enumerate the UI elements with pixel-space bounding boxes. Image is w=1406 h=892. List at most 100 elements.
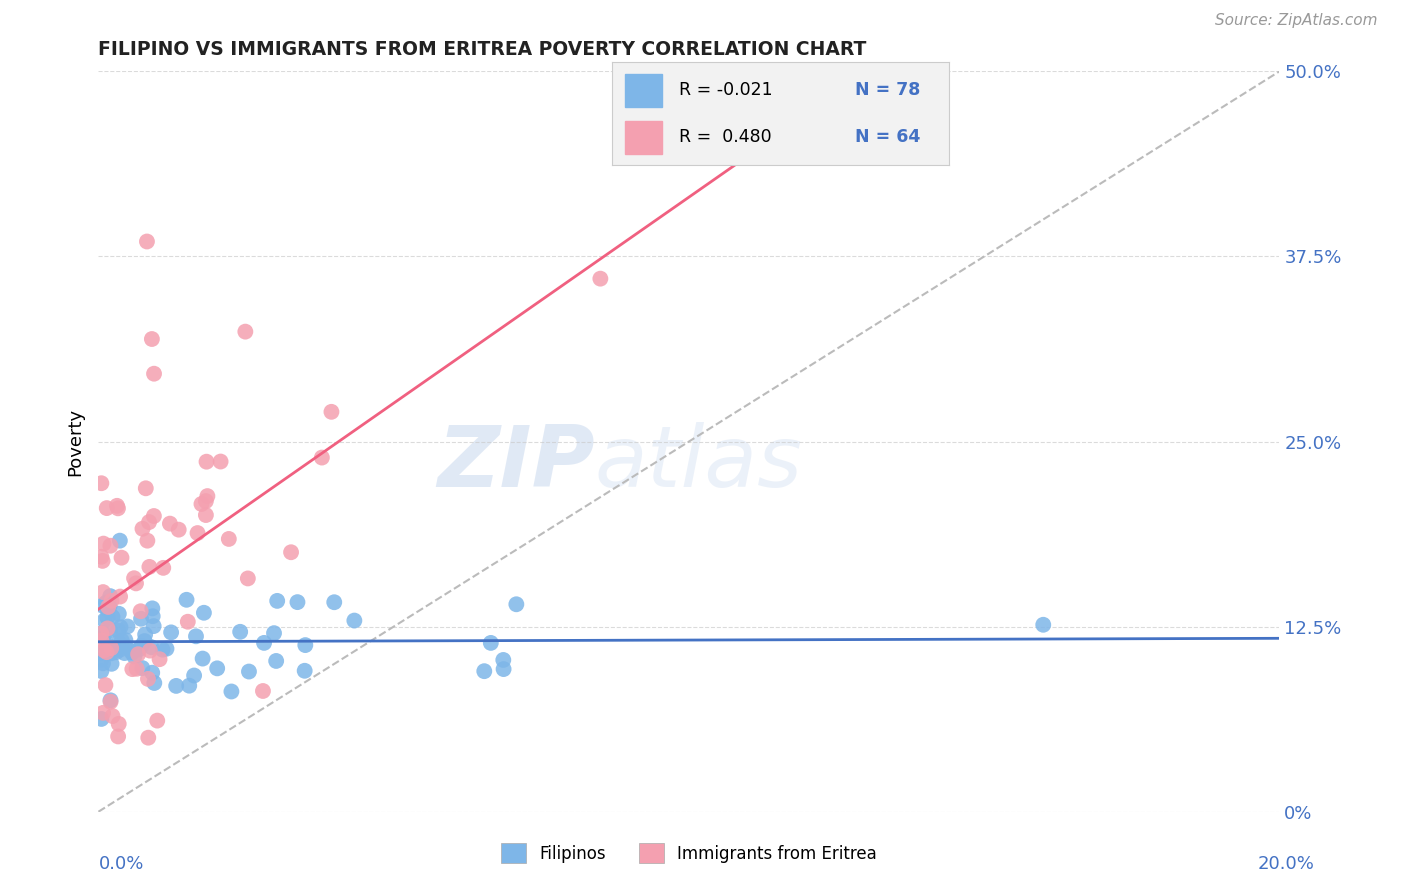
Point	[96, 602, 118, 616]
Point	[111, 633, 134, 648]
Point	[90, 712, 112, 726]
Point	[100, 594, 122, 608]
Point	[121, 662, 143, 676]
Point	[139, 643, 162, 657]
Text: R = -0.021: R = -0.021	[679, 81, 773, 99]
Point	[138, 560, 160, 574]
Point	[91, 625, 114, 640]
Point	[96, 501, 118, 516]
Point	[117, 619, 139, 633]
Point	[190, 497, 212, 511]
Text: atlas: atlas	[595, 422, 803, 505]
Point	[107, 717, 129, 731]
Point	[194, 508, 217, 522]
Text: ZIP: ZIP	[437, 422, 595, 505]
Point	[107, 501, 129, 516]
Point	[187, 526, 209, 541]
Point	[141, 601, 163, 615]
Point	[266, 594, 288, 608]
Point	[115, 640, 138, 654]
Point	[152, 642, 174, 657]
Point	[229, 624, 252, 639]
Point	[129, 604, 152, 618]
Point	[323, 595, 346, 609]
Point	[136, 731, 159, 745]
Text: R =  0.480: R = 0.480	[679, 128, 772, 146]
Point	[264, 654, 287, 668]
Point	[100, 539, 122, 553]
Point	[280, 545, 302, 559]
Point	[160, 625, 183, 640]
Text: N = 64: N = 64	[855, 128, 920, 146]
Point	[94, 678, 117, 692]
Point	[294, 664, 316, 678]
Point	[125, 576, 148, 591]
Legend: Filipinos, Immigrants from Eritrea: Filipinos, Immigrants from Eritrea	[494, 837, 884, 870]
Point	[100, 624, 122, 638]
Point	[125, 662, 148, 676]
Point	[492, 653, 515, 667]
Point	[177, 615, 200, 629]
Point	[97, 599, 120, 614]
Point	[124, 649, 146, 664]
Point	[505, 597, 527, 611]
Point	[114, 646, 136, 660]
Point	[107, 635, 129, 649]
Point	[97, 639, 120, 653]
Point	[96, 621, 118, 635]
Point	[93, 630, 115, 644]
Point	[479, 636, 502, 650]
Point	[472, 664, 495, 678]
Point	[128, 642, 150, 657]
Point	[90, 633, 112, 648]
Point	[96, 645, 118, 659]
Point	[184, 629, 207, 643]
Point	[90, 626, 112, 640]
Point	[108, 590, 131, 604]
Point	[589, 271, 612, 285]
Point	[221, 684, 243, 698]
Text: Source: ZipAtlas.com: Source: ZipAtlas.com	[1215, 13, 1378, 28]
Point	[101, 610, 124, 624]
Point	[492, 662, 515, 676]
Point	[108, 642, 131, 657]
Point	[136, 235, 159, 249]
Point	[98, 599, 121, 613]
Point	[90, 476, 112, 491]
Point	[105, 645, 128, 659]
Point	[135, 481, 157, 495]
Point	[90, 653, 112, 667]
Text: FILIPINO VS IMMIGRANTS FROM ERITREA POVERTY CORRELATION CHART: FILIPINO VS IMMIGRANTS FROM ERITREA POVE…	[98, 39, 866, 59]
Text: 20.0%: 20.0%	[1258, 855, 1315, 872]
Point	[121, 644, 143, 658]
Point	[127, 647, 149, 661]
Point	[134, 634, 156, 648]
Point	[90, 549, 112, 564]
Point	[105, 641, 128, 656]
Text: N = 78: N = 78	[855, 81, 920, 99]
Point	[97, 646, 120, 660]
Point	[205, 661, 228, 675]
Point	[141, 640, 163, 655]
Point	[100, 646, 122, 660]
Bar	[626, 121, 662, 153]
Point	[90, 646, 112, 660]
Text: 0.0%: 0.0%	[98, 855, 143, 872]
Point	[294, 638, 316, 652]
Point	[91, 585, 114, 599]
Bar	[626, 74, 662, 106]
Point	[100, 641, 122, 656]
Point	[321, 405, 343, 419]
Point	[159, 516, 181, 531]
Point	[100, 657, 122, 671]
Point	[165, 679, 187, 693]
Point	[136, 533, 159, 548]
Point	[191, 651, 214, 665]
Point	[155, 641, 177, 656]
Point	[142, 508, 165, 523]
Point	[236, 571, 259, 585]
Point	[287, 595, 309, 609]
Point	[179, 679, 201, 693]
Point	[141, 665, 163, 680]
Point	[148, 652, 170, 666]
